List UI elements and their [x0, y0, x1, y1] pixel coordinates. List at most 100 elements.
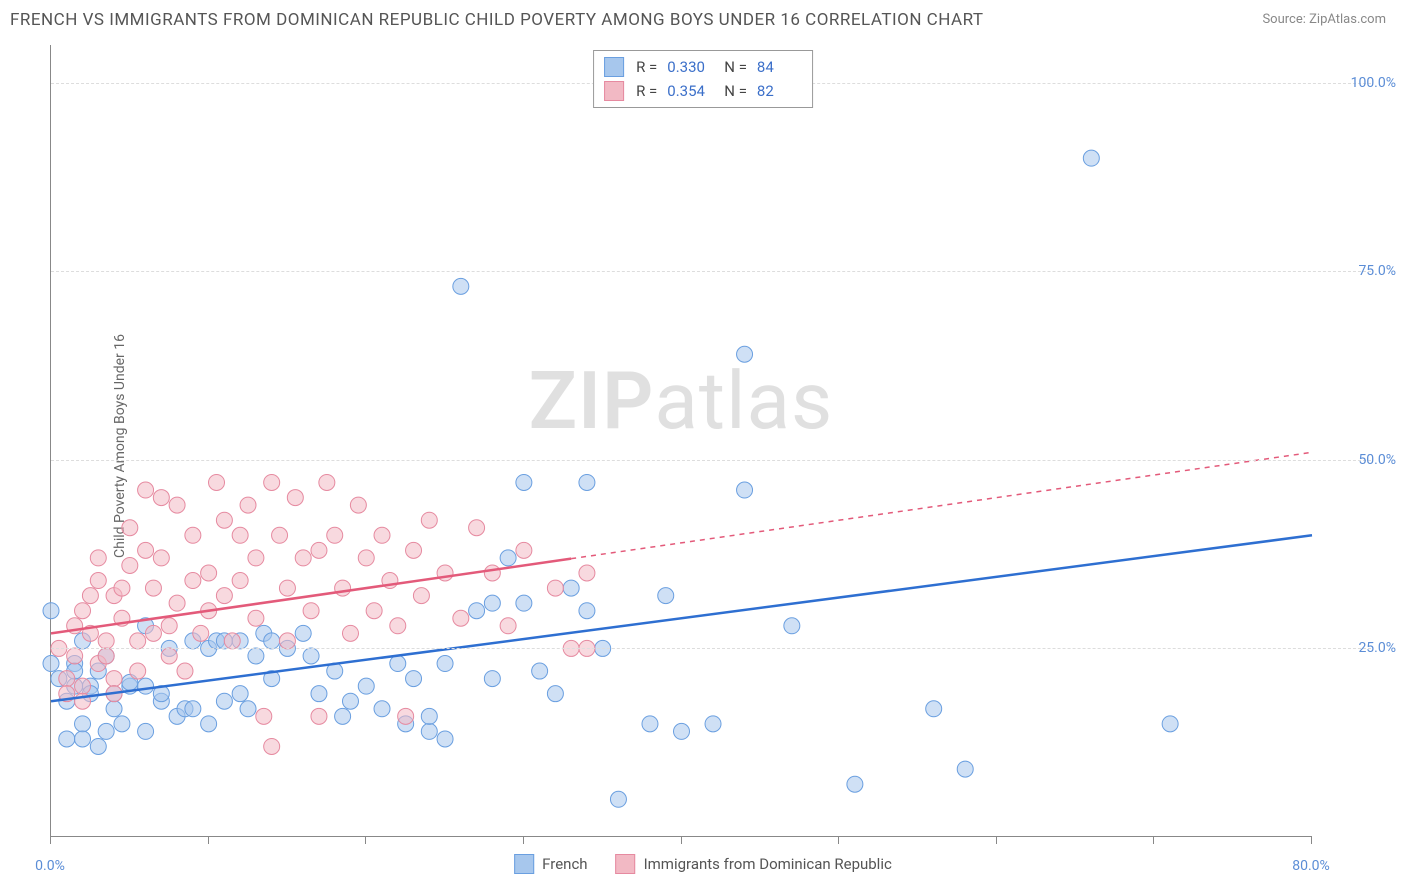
data-point: [153, 550, 169, 566]
data-point: [201, 565, 217, 581]
data-point: [642, 716, 658, 732]
data-point: [201, 716, 217, 732]
data-point: [216, 512, 232, 528]
source-label: Source:: [1262, 12, 1305, 27]
data-point: [145, 580, 161, 596]
data-point: [248, 550, 264, 566]
data-point: [161, 648, 177, 664]
data-point: [90, 573, 106, 589]
data-point: [453, 610, 469, 626]
data-point: [398, 708, 414, 724]
data-point: [516, 542, 532, 558]
data-point: [390, 618, 406, 634]
data-point: [366, 603, 382, 619]
data-point: [161, 618, 177, 634]
data-point: [784, 618, 800, 634]
data-point: [272, 527, 288, 543]
data-point: [209, 474, 225, 490]
data-point: [547, 686, 563, 702]
data-point: [264, 474, 280, 490]
data-point: [75, 716, 91, 732]
data-point: [216, 693, 232, 709]
data-point: [232, 527, 248, 543]
data-point: [122, 557, 138, 573]
data-point: [295, 625, 311, 641]
source-attribution: Source: ZipAtlas.com: [1262, 12, 1386, 27]
data-point: [421, 723, 437, 739]
data-point: [500, 550, 516, 566]
data-point: [232, 573, 248, 589]
data-point: [216, 588, 232, 604]
data-point: [106, 671, 122, 687]
x-tick: [208, 836, 209, 844]
data-point: [358, 678, 374, 694]
data-point: [335, 580, 351, 596]
stats-legend-row: R = 0.354 N = 82: [604, 79, 802, 103]
data-point: [406, 671, 422, 687]
data-point: [59, 671, 75, 687]
data-point: [59, 731, 75, 747]
source-link[interactable]: ZipAtlas.com: [1309, 12, 1386, 27]
data-point: [674, 723, 690, 739]
data-point: [256, 708, 272, 724]
data-point: [319, 474, 335, 490]
data-point: [224, 633, 240, 649]
x-tick-label: 0.0%: [35, 858, 65, 874]
data-point: [413, 588, 429, 604]
data-point: [264, 738, 280, 754]
data-point: [90, 738, 106, 754]
data-point: [311, 542, 327, 558]
data-point: [579, 565, 595, 581]
data-point: [1083, 150, 1099, 166]
data-point: [437, 656, 453, 672]
data-point: [406, 542, 422, 558]
data-point: [177, 663, 193, 679]
data-point: [311, 708, 327, 724]
n-label: N =: [724, 58, 747, 76]
data-point: [1162, 716, 1178, 732]
chart-plot-area: ZIPatlas: [50, 45, 1311, 837]
data-point: [847, 776, 863, 792]
y-tick-label: 75.0%: [1358, 263, 1396, 279]
data-point: [500, 618, 516, 634]
r-label: R =: [636, 58, 657, 76]
data-point: [737, 346, 753, 362]
data-point: [82, 588, 98, 604]
data-point: [240, 701, 256, 717]
x-tick: [996, 836, 997, 844]
r-value: 0.354: [667, 82, 712, 100]
series-legend: French Immigrants from Dominican Republi…: [514, 854, 892, 874]
n-label: N =: [724, 82, 747, 100]
data-point: [114, 716, 130, 732]
legend-swatch: [616, 854, 636, 874]
data-point: [437, 731, 453, 747]
data-point: [421, 512, 437, 528]
data-point: [98, 633, 114, 649]
legend-swatch: [604, 81, 624, 101]
data-point: [516, 595, 532, 611]
data-point: [248, 610, 264, 626]
data-point: [193, 625, 209, 641]
data-point: [75, 731, 91, 747]
data-point: [98, 723, 114, 739]
scatter-svg: [51, 45, 1311, 836]
data-point: [327, 527, 343, 543]
data-point: [185, 701, 201, 717]
data-point: [532, 663, 548, 679]
x-tick: [365, 836, 366, 844]
data-point: [130, 633, 146, 649]
data-point: [926, 701, 942, 717]
data-point: [279, 580, 295, 596]
data-point: [138, 542, 154, 558]
gridline: [51, 648, 1371, 649]
data-point: [421, 708, 437, 724]
legend-swatch: [604, 57, 624, 77]
x-tick: [1153, 836, 1154, 844]
data-point: [138, 723, 154, 739]
data-point: [303, 603, 319, 619]
data-point: [114, 580, 130, 596]
data-point: [453, 278, 469, 294]
data-point: [248, 648, 264, 664]
data-point: [145, 625, 161, 641]
r-value: 0.330: [667, 58, 712, 76]
